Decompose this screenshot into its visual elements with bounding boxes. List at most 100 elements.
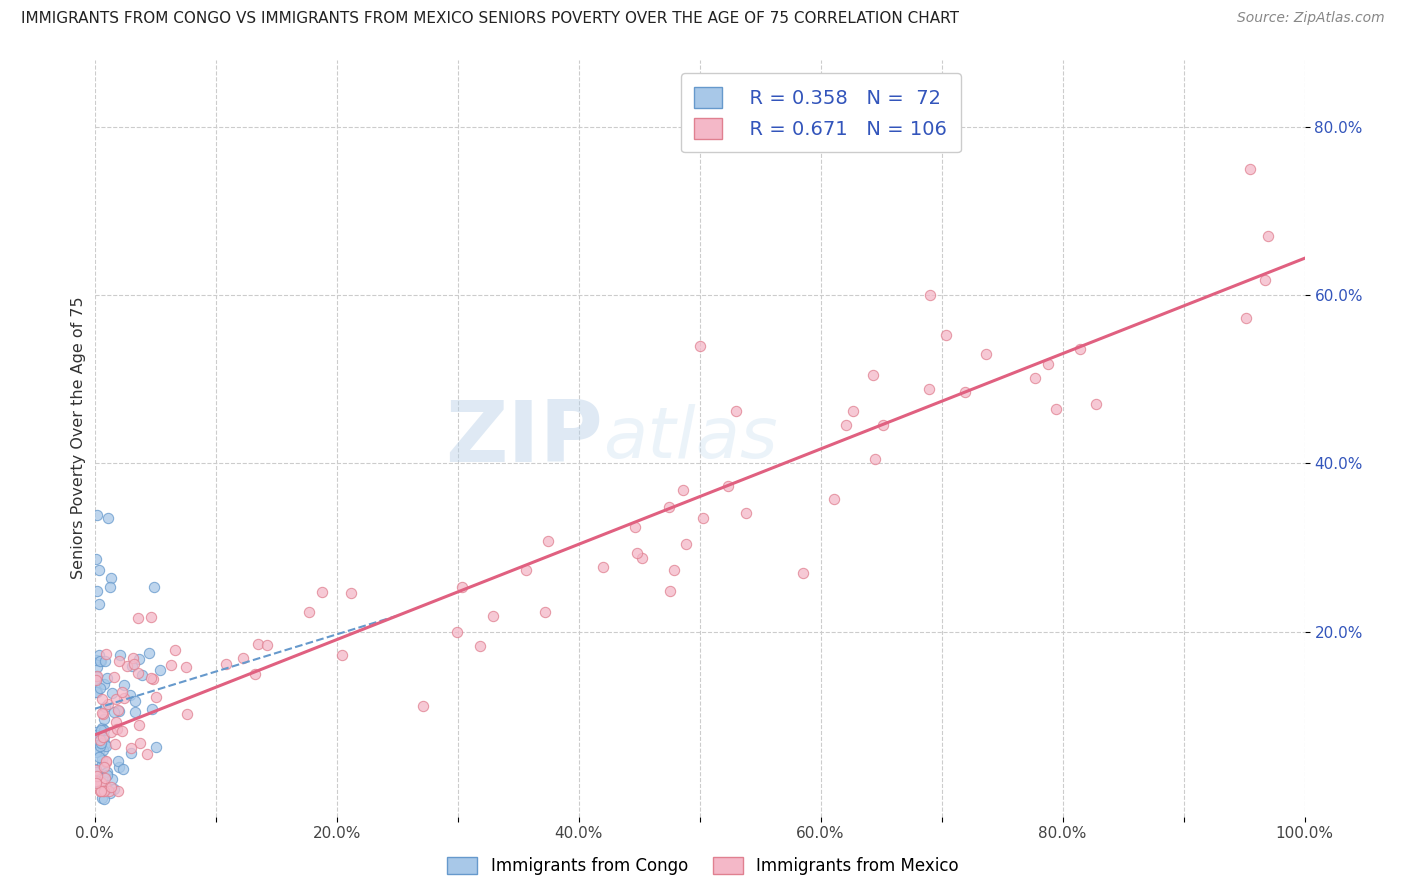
Point <box>792 566 814 580</box>
Point <box>97 784 120 798</box>
Point <box>131 667 153 681</box>
Legend: Immigrants from Congo, Immigrants from Mexico: Immigrants from Congo, Immigrants from M… <box>440 850 966 882</box>
Point <box>87 749 110 764</box>
Point <box>918 382 941 396</box>
Point <box>1257 229 1279 244</box>
Point <box>93 737 115 751</box>
Point <box>1069 342 1091 356</box>
Point <box>128 652 150 666</box>
Point <box>94 647 117 661</box>
Point <box>112 678 135 692</box>
Point <box>93 772 115 786</box>
Point <box>89 784 111 798</box>
Point <box>823 491 845 506</box>
Point <box>86 728 108 742</box>
Point <box>86 584 108 599</box>
Point <box>91 752 114 766</box>
Point <box>84 685 107 699</box>
Point <box>141 702 163 716</box>
Point <box>107 703 129 717</box>
Point <box>142 672 165 686</box>
Point <box>97 697 120 711</box>
Point <box>84 653 107 667</box>
Point <box>1085 397 1108 411</box>
Point <box>1038 357 1060 371</box>
Point <box>120 689 142 703</box>
Point <box>100 725 122 739</box>
Point <box>1254 273 1277 287</box>
Point <box>93 791 115 805</box>
Point <box>135 747 157 762</box>
Point <box>89 648 111 662</box>
Point <box>84 669 107 683</box>
Point <box>725 404 748 418</box>
Point <box>143 580 166 594</box>
Point <box>412 698 434 713</box>
Point <box>111 684 134 698</box>
Point <box>160 658 183 673</box>
Point <box>86 685 108 699</box>
Point <box>90 731 112 746</box>
Point <box>672 483 695 497</box>
Point <box>862 368 884 382</box>
Point <box>91 707 114 722</box>
Point <box>145 739 167 754</box>
Point <box>592 560 614 574</box>
Point <box>103 781 125 796</box>
Point <box>112 690 135 705</box>
Point <box>86 508 108 523</box>
Point <box>90 723 112 738</box>
Point <box>122 651 145 665</box>
Point <box>163 642 186 657</box>
Point <box>86 669 108 683</box>
Text: ZIP: ZIP <box>446 397 603 480</box>
Point <box>835 417 858 432</box>
Point <box>256 638 278 652</box>
Point <box>98 580 121 594</box>
Point <box>91 691 114 706</box>
Point <box>84 725 107 739</box>
Point <box>91 756 114 771</box>
Point <box>84 677 107 691</box>
Point <box>91 706 114 720</box>
Point <box>1024 371 1046 385</box>
Point <box>94 754 117 768</box>
Point <box>243 667 266 681</box>
Point <box>470 639 492 653</box>
Point <box>103 737 125 751</box>
Point <box>91 743 114 757</box>
Point <box>111 723 134 738</box>
Point <box>298 605 321 619</box>
Point <box>91 721 114 735</box>
Point <box>84 764 107 779</box>
Point <box>120 741 142 756</box>
Point <box>90 736 112 750</box>
Point <box>138 647 160 661</box>
Point <box>100 772 122 786</box>
Point <box>145 690 167 704</box>
Point <box>112 762 135 776</box>
Point <box>675 537 697 551</box>
Point <box>842 404 865 418</box>
Point <box>953 385 976 400</box>
Point <box>920 288 942 302</box>
Point <box>89 655 111 669</box>
Point <box>96 764 118 779</box>
Point <box>98 786 121 800</box>
Point <box>84 762 107 776</box>
Point <box>176 660 198 674</box>
Point <box>1239 161 1261 176</box>
Point <box>141 610 163 624</box>
Point <box>94 654 117 668</box>
Point <box>626 546 648 560</box>
Point <box>311 585 333 599</box>
Point <box>214 657 236 671</box>
Point <box>934 328 956 343</box>
Point <box>107 784 129 798</box>
Point <box>96 768 118 782</box>
Point <box>93 784 115 798</box>
Point <box>93 700 115 714</box>
Point <box>515 563 537 577</box>
Point <box>103 670 125 684</box>
Point <box>93 723 115 737</box>
